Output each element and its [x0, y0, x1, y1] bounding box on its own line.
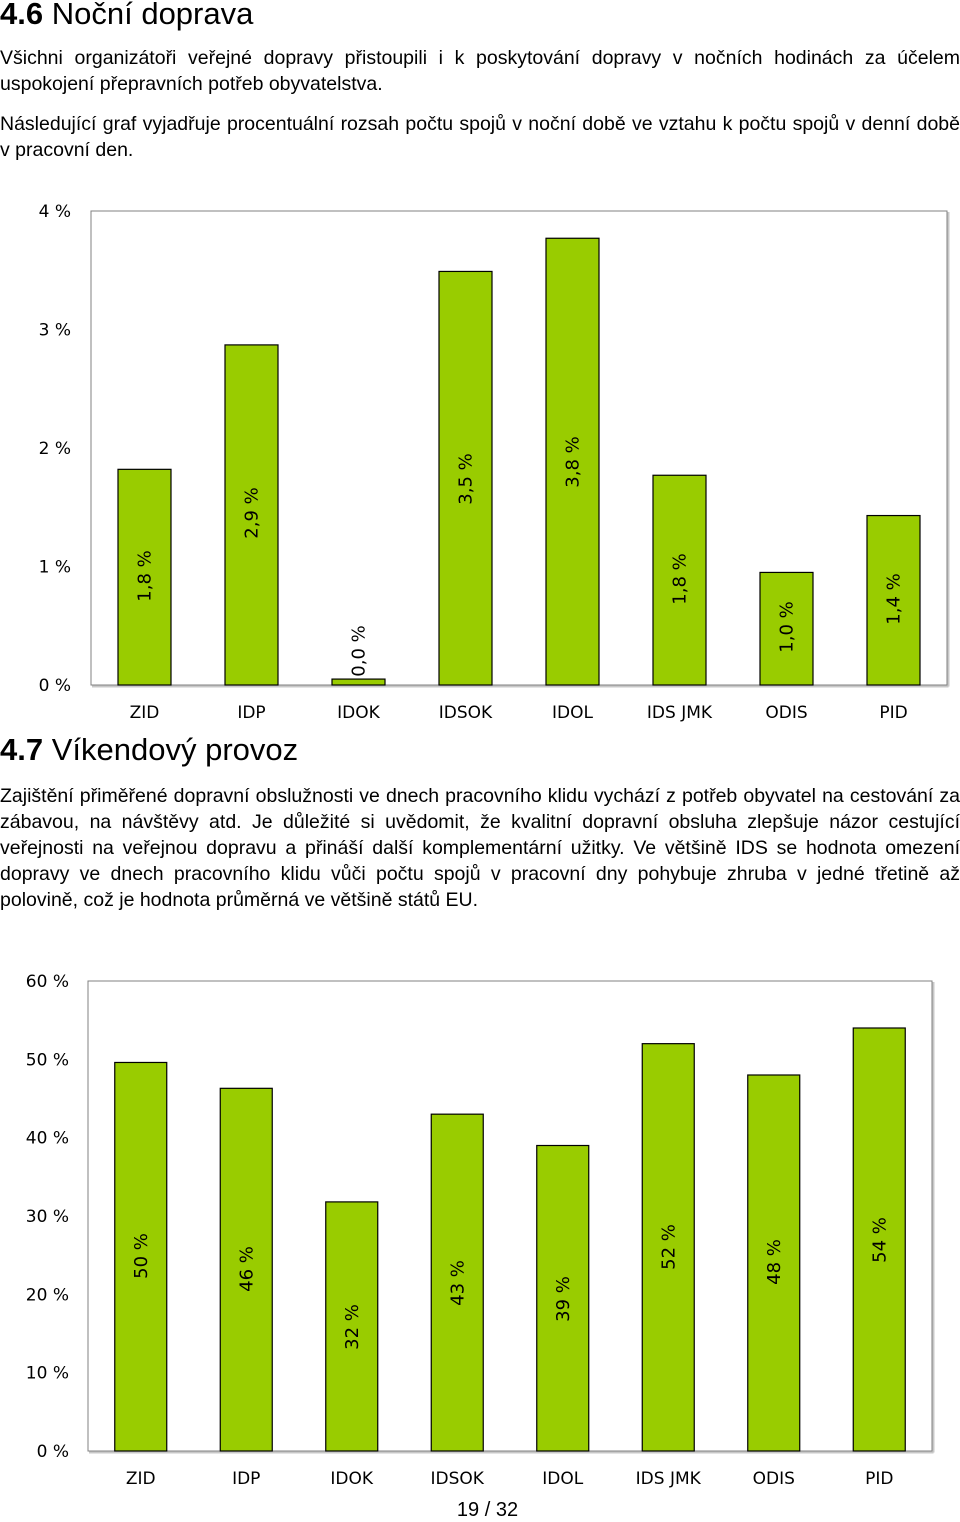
bar-idsok	[438, 270, 493, 686]
x-tick-label: IDP	[237, 703, 265, 723]
x-tick-label: IDP	[232, 1469, 260, 1489]
x-tick-label: IDOK	[330, 1469, 373, 1489]
data-label: 1,8 %	[135, 550, 156, 601]
bar-idp	[219, 1087, 273, 1452]
bar-ids-jmk	[652, 474, 707, 686]
data-label: 39 %	[553, 1276, 574, 1322]
x-tick-label: IDOK	[337, 703, 380, 723]
bar-idsok	[430, 1113, 484, 1452]
x-tick-label: ODIS	[765, 703, 807, 723]
data-label: 1,8 %	[670, 553, 691, 604]
data-label: 54 %	[869, 1217, 890, 1263]
data-label: 43 %	[447, 1260, 468, 1306]
x-tick-label: IDSOK	[431, 1469, 485, 1489]
data-label: 0,0 %	[349, 625, 370, 676]
y-tick-label: 30 %	[26, 1207, 69, 1227]
data-label: 1,0 %	[777, 601, 798, 652]
section-title-text: Noční doprava	[51, 0, 254, 31]
night-transport-chart: 0 % 1 % 2 % 3 % 4 % ZID 1,8 % IDP 2,9 % IDOK 0,0 %…	[39, 202, 950, 723]
x-tick-label: PID	[879, 703, 907, 723]
bar-zid	[114, 1061, 168, 1452]
x-tick-label: IDS JMK	[636, 1469, 702, 1489]
x-tick-label: ZID	[126, 1469, 156, 1489]
bar-idp	[224, 344, 279, 686]
x-tick-label: PID	[865, 1469, 893, 1489]
y-tick-label: 2 %	[39, 439, 71, 459]
x-tick-label: IDS JMK	[647, 703, 713, 723]
bar-ids-jmk	[641, 1043, 695, 1452]
y-tick-label: 1 %	[39, 558, 71, 578]
paragraph-weekend: Zajištění přiměřené dopravní obslužnosti…	[0, 785, 960, 911]
data-label: 3,8 %	[563, 436, 584, 487]
data-label: 50 %	[131, 1233, 152, 1279]
section-number: 4.7	[0, 732, 44, 767]
x-tick-label: ODIS	[753, 1469, 795, 1489]
data-label: 46 %	[236, 1246, 257, 1292]
bar-idol	[536, 1144, 590, 1452]
x-tick-label: IDOL	[542, 1469, 583, 1489]
y-tick-label: 50 %	[26, 1050, 69, 1070]
weekend-service-chart: 0 % 10 % 20 % 30 % 40 % 50 % 60 % ZID 50 % IDP 46 …	[26, 972, 935, 1489]
page-number: 19 / 32	[456, 1499, 519, 1521]
y-tick-label: 0 %	[39, 676, 71, 696]
y-tick-label: 60 %	[26, 972, 69, 992]
section-number: 4.6	[0, 0, 44, 31]
x-tick-label: IDSOK	[439, 703, 493, 723]
data-label: 1,4 %	[884, 573, 905, 624]
paragraph-night-1: Všichni organizátoři veřejné dopravy při…	[0, 47, 960, 95]
y-tick-label: 4 %	[39, 202, 71, 222]
paragraph-night-2: Následující graf vyjadřuje procentuální …	[0, 113, 960, 161]
y-tick-label: 10 %	[26, 1364, 69, 1384]
bar-idol	[545, 237, 600, 686]
y-tick-label: 3 %	[39, 321, 71, 341]
bar-pid	[866, 514, 921, 686]
y-tick-label: 40 %	[26, 1129, 69, 1149]
bar-pid	[852, 1027, 906, 1452]
bar-odis	[747, 1074, 801, 1452]
data-label: 2,9 %	[242, 487, 263, 538]
bar-idok	[331, 678, 386, 686]
plot-area	[90, 210, 948, 686]
section-title-night: 4.6 Noční doprava	[0, 0, 253, 32]
y-tick-label: 0 %	[37, 1442, 69, 1462]
bar-odis	[759, 571, 814, 686]
x-tick-label: IDOL	[552, 703, 593, 723]
data-label: 52 %	[658, 1224, 679, 1270]
data-label: 32 %	[342, 1304, 363, 1350]
section-title-text: Víkendový provoz	[51, 732, 299, 767]
bar-zid	[117, 468, 172, 686]
x-tick-label: ZID	[130, 703, 160, 723]
data-label: 48 %	[764, 1239, 785, 1285]
y-tick-label: 20 %	[26, 1285, 69, 1305]
plot-area	[87, 980, 933, 1452]
bar-idok	[325, 1201, 379, 1452]
data-label: 3,5 %	[456, 453, 477, 504]
section-title-weekend: 4.7 Víkendový provoz	[0, 732, 298, 768]
